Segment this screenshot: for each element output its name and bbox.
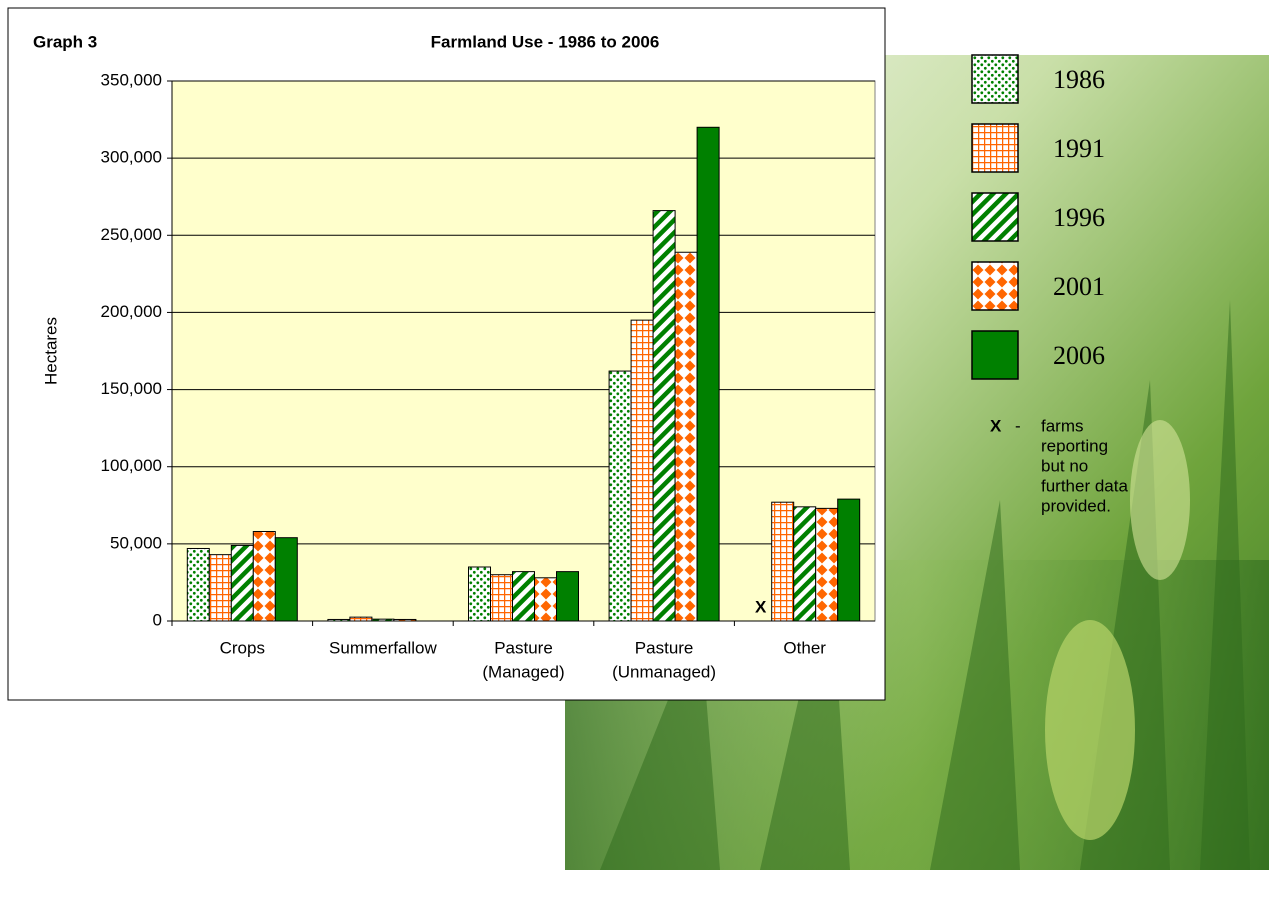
legend-label: 2006 (1053, 341, 1105, 370)
bar (697, 127, 719, 621)
note-text: provided. (1041, 496, 1111, 515)
missing-marker: X (755, 597, 767, 616)
note-text: further data (1041, 476, 1128, 495)
bar (350, 617, 372, 621)
legend-label: 1991 (1053, 134, 1105, 163)
note-text: reporting (1041, 436, 1108, 455)
bar (794, 507, 816, 621)
bar (535, 578, 557, 621)
y-axis-label: Hectares (41, 317, 60, 385)
y-tick-label: 350,000 (101, 70, 162, 89)
y-tick-label: 300,000 (101, 148, 162, 167)
graph-label: Graph 3 (33, 32, 97, 51)
bar (675, 252, 697, 621)
legend-swatch (972, 55, 1018, 103)
bar (653, 211, 675, 621)
legend-swatch (972, 331, 1018, 379)
y-tick-label: 200,000 (101, 302, 162, 321)
bar (772, 502, 794, 621)
bar (231, 545, 253, 621)
bar (253, 532, 275, 621)
note-text: but no (1041, 456, 1088, 475)
chart: Graph 3 Farmland Use - 1986 to 2006 Hect… (0, 0, 1269, 897)
x-tick-label: (Unmanaged) (612, 662, 716, 681)
y-tick-label: 100,000 (101, 456, 162, 475)
x-tick-label: Summerfallow (329, 638, 437, 657)
note-marker: X (990, 416, 1002, 435)
legend-label: 2001 (1053, 272, 1105, 301)
note-dash: - (1015, 416, 1021, 435)
bar (491, 575, 513, 621)
y-tick-label: 150,000 (101, 379, 162, 398)
legend-swatch (972, 262, 1018, 310)
bar (513, 572, 535, 621)
note-text: farms (1041, 416, 1084, 435)
page: {"chart_data": {"type": "bar", "label": … (0, 0, 1269, 897)
legend-label: 1996 (1053, 203, 1105, 232)
legend-label: 1986 (1053, 65, 1105, 94)
x-tick-label: (Managed) (482, 662, 564, 681)
bar (816, 508, 838, 621)
bar (394, 619, 416, 621)
y-tick-label: 50,000 (110, 533, 162, 552)
bar (328, 619, 350, 621)
x-tick-label: Crops (220, 638, 265, 657)
bar (609, 371, 631, 621)
x-tick-label: Pasture (635, 638, 694, 657)
legend-swatch (972, 193, 1018, 241)
bar (631, 320, 653, 621)
bar (209, 555, 231, 621)
y-tick-label: 0 (153, 610, 162, 629)
bar (275, 538, 297, 621)
bar (372, 619, 394, 621)
bar (187, 548, 209, 621)
x-tick-label: Other (783, 638, 826, 657)
y-tick-label: 250,000 (101, 225, 162, 244)
legend-swatch (972, 124, 1018, 172)
chart-title: Farmland Use - 1986 to 2006 (431, 32, 660, 51)
bar (557, 572, 579, 621)
bar (469, 567, 491, 621)
bar (838, 499, 860, 621)
x-tick-label: Pasture (494, 638, 553, 657)
